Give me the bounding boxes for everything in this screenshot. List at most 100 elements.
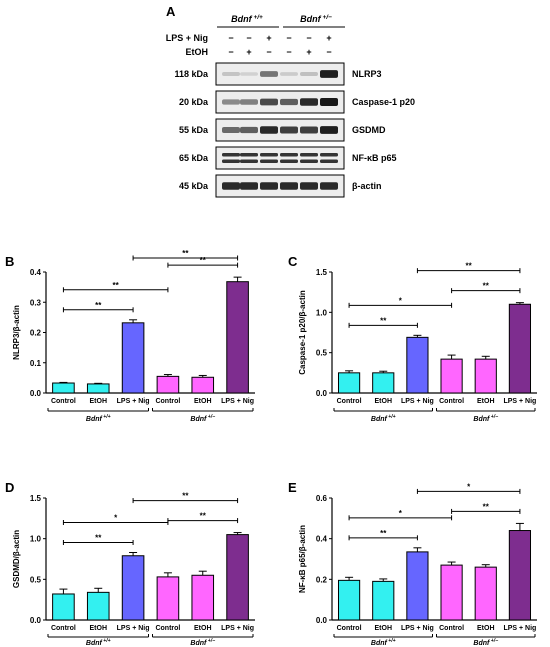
group-genotype-label-name: Bdnf: [86, 416, 103, 423]
blot-band: [222, 159, 240, 163]
significance-label: *: [114, 513, 118, 522]
panel-letter-a: A: [166, 4, 176, 19]
blot-band: [240, 182, 258, 190]
treatment-mark: +: [246, 47, 251, 57]
bar: [86, 383, 110, 394]
blot-band: [260, 159, 278, 163]
blot-band: [280, 159, 298, 163]
significance-label: **: [182, 249, 189, 258]
blot-genotype-label: Bdnf +/−: [300, 14, 332, 25]
group-genotype-label-name: Bdnf: [190, 416, 207, 423]
y-tick-label: 0.4: [30, 268, 42, 277]
group-genotype-label-name: Bdnf: [371, 416, 388, 423]
blot-band: [222, 182, 240, 190]
group-genotype-label-superscript: +/+: [387, 414, 396, 420]
bar: [440, 358, 463, 394]
group-genotype-label-superscript: +/−: [206, 638, 215, 644]
blot-band: [222, 72, 240, 76]
blot-band: [320, 70, 338, 78]
category-label: Control: [439, 625, 464, 632]
y-axis-label: GSDMD/β-actin: [12, 530, 21, 588]
bar: [440, 564, 463, 621]
blot-band: [300, 98, 318, 106]
category-label: Control: [51, 398, 76, 405]
bar-charts: B 0.0 0.1 0.2 0.3 0.4 NLRP3/β-actin Control EtOH…: [5, 249, 537, 647]
y-axis-label: NLRP3/β-actin: [12, 305, 21, 360]
significance-label: **: [113, 281, 120, 290]
group-genotype-label: Bdnf +/−: [473, 414, 498, 423]
blot-band: [260, 153, 278, 157]
bar: [337, 372, 361, 394]
group-genotype-label-name: Bdnf: [473, 640, 490, 647]
protein-label: β-actin: [352, 181, 382, 191]
significance-label: **: [182, 492, 189, 501]
bar: [508, 530, 532, 621]
blot-band: [300, 72, 318, 76]
y-tick-label: 0.6: [316, 494, 328, 503]
blot-band: [260, 182, 278, 190]
molecular-weight-label: 65 kDa: [179, 153, 209, 163]
significance-label: **: [483, 502, 490, 511]
blot-genotype-label: Bdnf +/+: [231, 14, 263, 25]
blot-band: [260, 98, 278, 106]
bar: [474, 566, 497, 621]
treatment-mark: −: [286, 33, 291, 43]
bar: [121, 322, 145, 394]
y-tick-label: 1.0: [30, 535, 42, 544]
bar: [86, 591, 110, 621]
treatment-label: LPS + Nig: [166, 33, 208, 43]
blot-band: [320, 98, 338, 106]
blot-genotype-name: Bdnf: [300, 14, 321, 24]
category-label: LPS + Nig: [117, 625, 150, 632]
treatment-mark: −: [326, 47, 331, 57]
bar: [226, 281, 249, 394]
significance-label: **: [466, 262, 473, 271]
category-label: LPS + Nig: [503, 625, 536, 632]
treatment-mark: −: [228, 47, 233, 57]
significance-label: **: [95, 301, 102, 310]
treatment-mark: +: [266, 33, 271, 43]
significance-label: **: [483, 282, 490, 291]
group-genotype-label-name: Bdnf: [86, 640, 103, 647]
significance-label: **: [95, 533, 102, 542]
blot-genotype-superscript: +/+: [252, 14, 263, 21]
blot-genotype-superscript: +/−: [321, 14, 332, 21]
bar: [474, 358, 497, 394]
category-label: EtOH: [90, 625, 108, 632]
blot-band: [222, 153, 240, 157]
treatment-mark: +: [306, 47, 311, 57]
significance-label: **: [200, 512, 207, 521]
bar: [121, 555, 145, 621]
blot-band: [260, 126, 278, 134]
category-label: EtOH: [375, 398, 393, 405]
bar: [406, 336, 429, 394]
bar: [52, 593, 75, 621]
category-label: Control: [439, 398, 464, 405]
blot-band: [300, 153, 318, 157]
group-genotype-label: Bdnf +/−: [473, 638, 498, 647]
bar: [508, 303, 532, 394]
significance-label: *: [399, 296, 403, 305]
y-tick-label: 1.0: [316, 308, 328, 317]
group-genotype-label-superscript: +/−: [489, 414, 498, 420]
y-tick-label: 0.5: [30, 575, 42, 584]
significance-label: **: [380, 316, 387, 325]
group-genotype-label-superscript: +/+: [102, 638, 111, 644]
blot-band: [320, 153, 338, 157]
blot-band: [320, 182, 338, 190]
group-genotype-label: Bdnf +/+: [86, 638, 111, 647]
treatment-mark: −: [266, 47, 271, 57]
protein-label: NLRP3: [352, 69, 382, 79]
molecular-weight-label: 55 kDa: [179, 125, 209, 135]
category-label: LPS + Nig: [117, 398, 150, 405]
y-tick-label: 0.3: [30, 298, 42, 307]
blot-band: [240, 99, 258, 105]
bar: [156, 576, 180, 621]
y-tick-label: 0.2: [316, 575, 328, 584]
category-label: Control: [51, 625, 76, 632]
group-genotype-label: Bdnf +/−: [190, 414, 215, 423]
treatment-mark: −: [306, 33, 311, 43]
protein-label: GSDMD: [352, 125, 386, 135]
category-label: Control: [337, 625, 362, 632]
